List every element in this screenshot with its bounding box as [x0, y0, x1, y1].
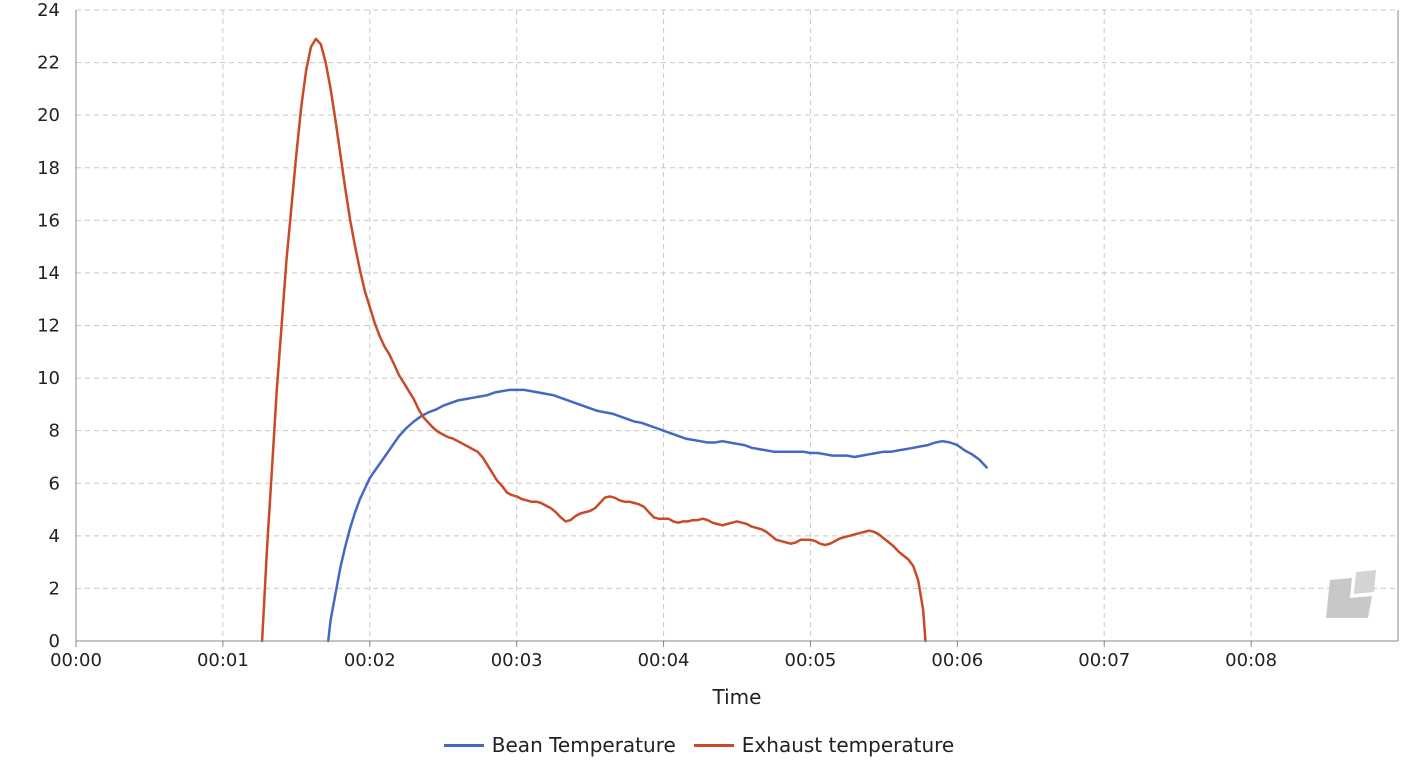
x-tick-label: 00:04 [638, 650, 690, 671]
x-tick-label: 00:03 [491, 650, 543, 671]
x-tick-labels: 00:00 00:01 00:02 00:03 00:04 00:05 00:06 00:07… [50, 650, 1277, 671]
legend: Bean Temperature Exhaust temperature [0, 728, 1398, 762]
series-line-bean-temperature [326, 388, 988, 643]
x-tick-label: 00:07 [1078, 650, 1130, 671]
y-tick-label: 10 [37, 368, 60, 389]
x-axis-title: Time [712, 685, 762, 709]
y-tick-label: 6 [49, 473, 60, 494]
legend-swatch-bean [443, 743, 484, 747]
y-tick-label: 4 [49, 526, 60, 547]
y-tick-label: 16 [37, 210, 60, 231]
y-tick-label: 18 [37, 158, 60, 179]
y-tick-label: 20 [37, 105, 60, 126]
x-tick-label: 00:01 [197, 650, 249, 671]
y-tick-label: 14 [37, 263, 60, 284]
legend-item-exhaust[interactable]: Exhaust temperature [693, 733, 955, 757]
legend-label-bean: Bean Temperature [491, 733, 676, 757]
x-tick-label: 00:02 [344, 650, 396, 671]
x-tick-label: 00:05 [785, 650, 837, 671]
axes [75, 10, 1399, 647]
legend-swatch-exhaust [693, 743, 734, 747]
logo-icon [1322, 568, 1378, 626]
y-tick-label: 12 [37, 316, 60, 337]
series-line-exhaust-temperature [260, 37, 927, 643]
grid-lines [76, 9, 1398, 641]
y-tick-label: 22 [37, 53, 60, 74]
x-tick-label: 00:08 [1225, 650, 1277, 671]
legend-item-bean[interactable]: Bean Temperature [443, 733, 676, 757]
y-tick-label: 2 [49, 578, 60, 599]
x-tick-label: 00:06 [931, 650, 983, 671]
x-tick-label: 00:00 [50, 650, 102, 671]
y-tick-label: 0 [49, 631, 60, 652]
y-tick-label: 24 [37, 0, 60, 21]
y-tick-label: 8 [49, 421, 60, 442]
legend-label-exhaust: Exhaust temperature [741, 733, 955, 757]
series-layer [260, 37, 988, 643]
